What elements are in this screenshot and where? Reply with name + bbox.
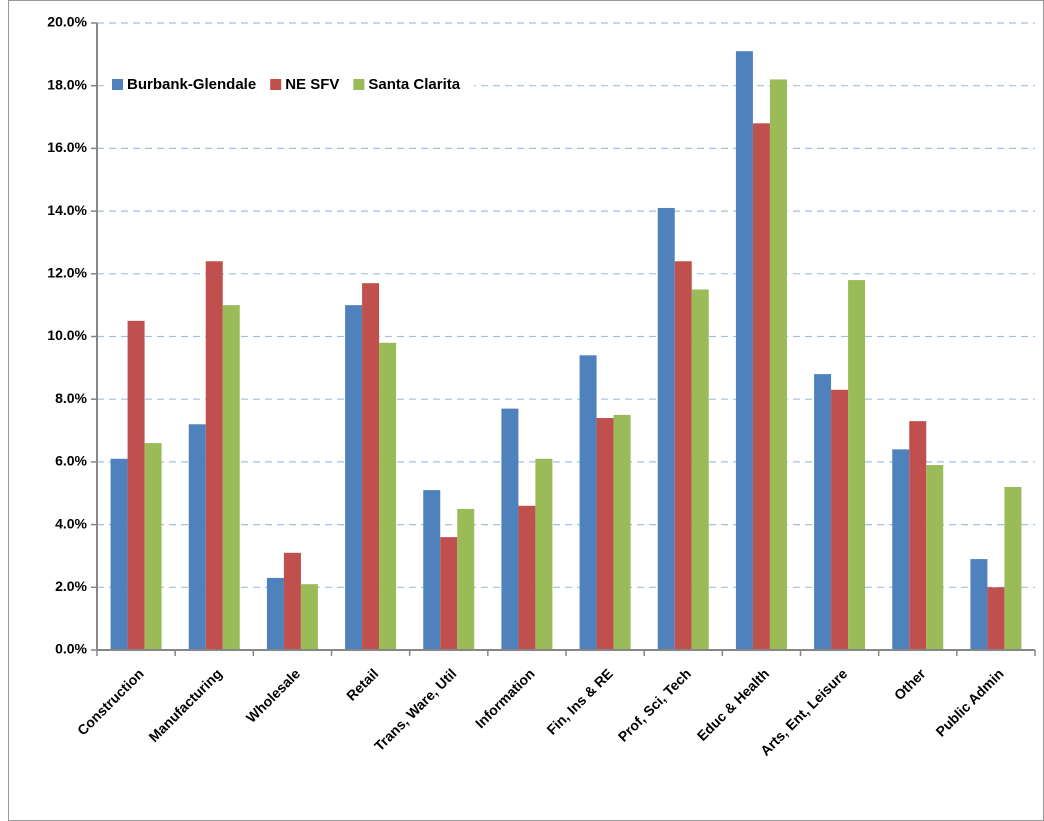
- legend-box: [104, 72, 475, 98]
- y-tick-label: 14.0%: [47, 202, 87, 218]
- bar: [691, 289, 709, 650]
- y-tick-label: 20.0%: [47, 14, 87, 30]
- bar: [440, 537, 458, 650]
- legend-swatch: [270, 79, 282, 90]
- y-tick-label: 18.0%: [47, 76, 87, 92]
- bar: [613, 414, 631, 650]
- bar: [266, 577, 284, 650]
- bar: [987, 587, 1005, 650]
- bar: [457, 508, 475, 650]
- bar: [345, 305, 363, 650]
- y-tick-label: 2.0%: [55, 578, 87, 594]
- bar: [579, 355, 597, 650]
- y-tick-label: 12.0%: [47, 265, 87, 281]
- bar: [970, 559, 988, 650]
- bar: [535, 458, 553, 650]
- bar: [300, 584, 318, 650]
- bar: [892, 449, 910, 650]
- bar: [769, 79, 787, 651]
- bar: [831, 389, 849, 650]
- bar: [752, 123, 770, 650]
- bar: [657, 207, 675, 650]
- bar: [596, 418, 614, 650]
- y-tick-label: 8.0%: [55, 390, 87, 406]
- bar: [674, 261, 692, 650]
- bar: [379, 342, 397, 650]
- legend-swatch: [353, 79, 365, 90]
- bar: [423, 490, 441, 650]
- bar: [735, 51, 753, 650]
- bar: [110, 458, 128, 650]
- bar: [848, 280, 866, 650]
- y-tick-label: 4.0%: [55, 515, 87, 531]
- bar: [188, 424, 206, 650]
- bar: [144, 443, 162, 650]
- y-tick-label: 6.0%: [55, 453, 87, 469]
- bar: [909, 421, 927, 650]
- bar: [283, 552, 301, 650]
- bar: [926, 465, 944, 650]
- bar: [362, 283, 380, 650]
- bar: [501, 408, 519, 650]
- chart-frame: [8, 0, 1044, 821]
- y-tick-label: 0.0%: [55, 641, 87, 657]
- bar: [518, 505, 536, 650]
- bar: [814, 374, 832, 650]
- y-tick-label: 10.0%: [47, 327, 87, 343]
- bar: [1004, 486, 1022, 650]
- bar: [127, 320, 145, 650]
- legend-label: Santa Clarita: [368, 76, 460, 93]
- bar: [222, 305, 240, 650]
- legend-swatch: [112, 79, 123, 90]
- legend-label: Burbank-Glendale: [127, 76, 256, 93]
- bar: [205, 261, 223, 650]
- y-tick-label: 16.0%: [47, 139, 87, 155]
- legend-label: NE SFV: [285, 76, 339, 93]
